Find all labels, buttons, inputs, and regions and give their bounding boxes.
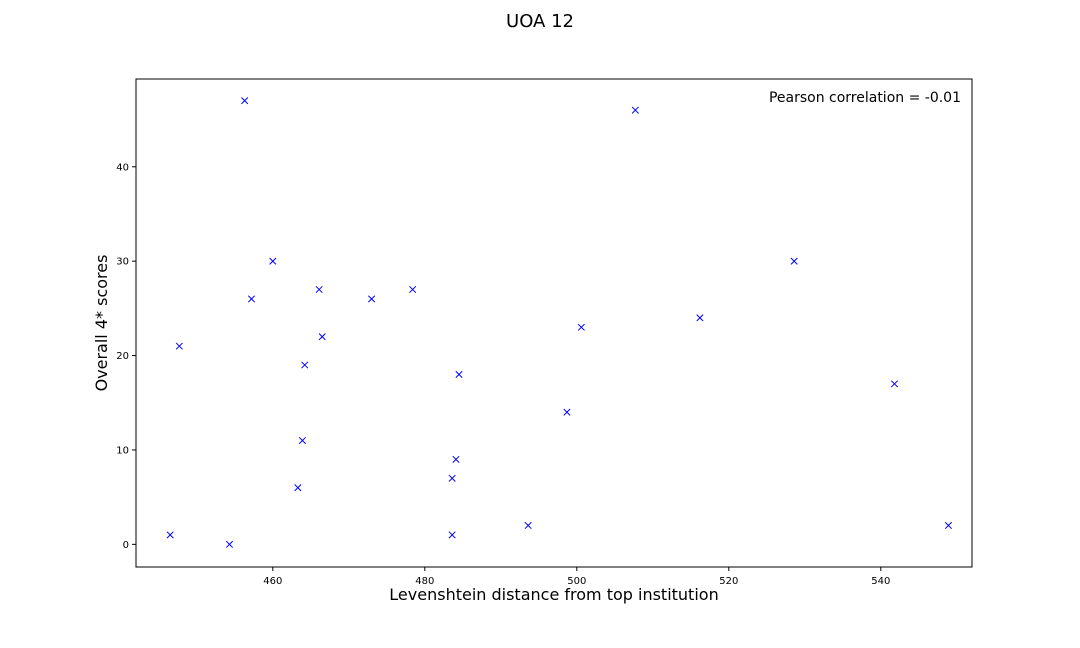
data-point <box>790 257 798 265</box>
data-point <box>294 484 302 492</box>
data-point <box>409 285 417 294</box>
x-axis: 460 480 500 520 540 <box>263 567 890 587</box>
data-point <box>448 474 456 482</box>
data-point <box>368 295 376 303</box>
data-point <box>269 257 277 265</box>
data-point <box>298 436 306 445</box>
data-point <box>175 342 183 350</box>
y-tick-label: 10 <box>116 445 129 456</box>
data-point <box>452 455 460 463</box>
x-axis-label: Levenshtein distance from top institutio… <box>389 585 718 604</box>
data-point <box>247 295 256 303</box>
data-point <box>631 106 639 114</box>
data-point <box>318 333 326 341</box>
x-tick-label: 520 <box>719 576 738 587</box>
y-tick-label: 20 <box>116 351 129 362</box>
data-point <box>696 314 704 322</box>
data-point <box>315 285 323 294</box>
x-tick-label: 480 <box>415 576 434 587</box>
data-point <box>448 531 456 539</box>
data-point <box>301 361 309 369</box>
y-axis: 0 10 20 30 40 <box>116 162 136 551</box>
data-points <box>166 97 952 548</box>
data-point <box>166 531 174 539</box>
x-tick-label: 540 <box>871 576 890 587</box>
data-point <box>577 323 585 331</box>
chart-title: UOA 12 <box>506 11 574 32</box>
pearson-annotation: Pearson correlation = -0.01 <box>769 90 961 106</box>
data-point <box>225 540 234 548</box>
y-tick-label: 40 <box>116 162 129 173</box>
data-point <box>524 521 532 530</box>
data-point <box>563 408 571 416</box>
plot-area <box>135 78 973 568</box>
y-axis-label: Overall 4* scores <box>92 255 111 392</box>
data-point <box>241 97 249 105</box>
y-tick-label: 0 <box>123 540 129 551</box>
data-point <box>890 380 899 388</box>
y-tick-label: 30 <box>116 257 129 268</box>
x-tick-label: 460 <box>263 576 282 587</box>
data-point <box>944 521 952 530</box>
data-point <box>455 370 463 378</box>
x-tick-label: 500 <box>567 576 586 587</box>
